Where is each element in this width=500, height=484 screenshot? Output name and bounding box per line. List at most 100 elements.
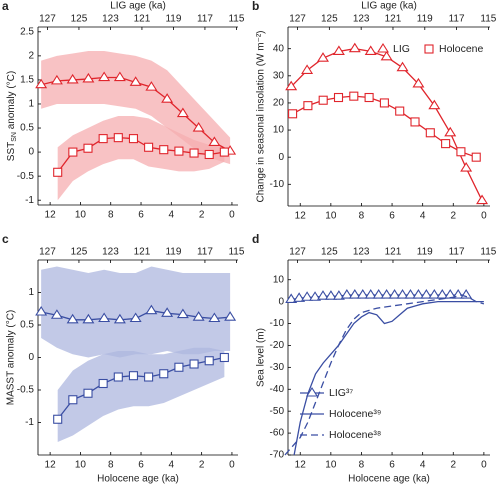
y-tick-label: 0.5 (20, 123, 34, 134)
y-tick-label: 0 (28, 147, 34, 158)
data-point (316, 52, 329, 62)
x-tick-label: 4 (420, 211, 426, 222)
x2-tick-label: 117 (449, 14, 465, 25)
data-point (332, 45, 345, 55)
data-point (82, 72, 95, 83)
y-tick-label: -1 (25, 417, 34, 428)
x2-tick-label: 117 (197, 14, 213, 25)
data-point (128, 134, 139, 144)
x2-tick-label: 119 (165, 247, 181, 258)
data-point (161, 93, 174, 103)
x2-tick-label: 123 (102, 14, 119, 25)
x2-tick-label: 115 (228, 247, 244, 258)
y-tick-label: 2 (28, 51, 34, 62)
data-point (176, 107, 189, 118)
series-line (293, 300, 484, 456)
x2-tick-label: 127 (289, 14, 306, 25)
y-tick-label: 10 (273, 125, 285, 136)
data-point (189, 148, 199, 158)
panel-label: c (2, 232, 9, 246)
y-tick-label: -10 (270, 318, 285, 329)
data-point (324, 290, 337, 300)
y-axis-label-part: anomaly (°C) (6, 71, 17, 132)
data-point (456, 147, 466, 157)
y-tick-label: 1 (28, 287, 34, 298)
data-point (204, 149, 214, 160)
data-point (396, 61, 409, 72)
x-tick-label: 0 (229, 210, 235, 221)
data-point (145, 304, 158, 315)
x-tick-label: 0 (481, 211, 487, 222)
x-tick-label: 4 (169, 460, 175, 471)
data-point (83, 388, 93, 398)
x2-tick-label: 121 (385, 247, 402, 258)
legend-label: Holocene (439, 43, 484, 55)
x-tick-label: 10 (325, 460, 337, 471)
x-tick-label: 12 (295, 460, 307, 471)
data-point (340, 289, 353, 299)
data-point (380, 289, 393, 299)
data-point (348, 42, 361, 53)
x-tick-label: 2 (450, 211, 456, 222)
data-point (395, 106, 405, 116)
data-point (332, 290, 345, 300)
y-tick-label: -60 (270, 428, 285, 439)
data-point (372, 289, 385, 299)
x-tick-label: 4 (420, 460, 426, 471)
data-point (53, 167, 63, 177)
data-point (144, 142, 154, 152)
x-tick-label: 6 (138, 210, 144, 221)
y-tick-label: 2.5 (20, 26, 34, 37)
y-tick-label: 0 (278, 152, 284, 163)
y-tick-label: 30 (273, 70, 285, 81)
x2-tick-label: 121 (134, 247, 151, 258)
data-point (219, 147, 229, 157)
y-tick-label: -40 (270, 384, 285, 395)
data-point (53, 414, 63, 424)
x-tick-label: 8 (359, 460, 365, 471)
series-line (290, 48, 483, 201)
legend-label: LIG (393, 43, 410, 55)
data-point (113, 71, 126, 82)
panel-label: a (2, 0, 9, 13)
x2-tick-label: 123 (353, 247, 370, 258)
data-point (113, 313, 126, 324)
data-point (174, 146, 184, 156)
x2-tick-label: 115 (480, 247, 496, 258)
data-point (318, 95, 328, 105)
data-point (396, 289, 409, 299)
data-point (98, 312, 111, 323)
data-point (436, 289, 449, 299)
y-axis-label-part: SST (6, 142, 17, 161)
y-axis-label: Change in seasonal insolation (W m⁻²) (256, 30, 267, 202)
data-point (50, 309, 63, 319)
x2-tick-label: 121 (385, 14, 402, 25)
data-point (208, 312, 221, 323)
y-tick-label: 1 (28, 99, 34, 110)
data-point (444, 126, 457, 137)
x2-tick-label: 125 (71, 14, 88, 25)
x-tick-label: 10 (325, 211, 337, 222)
data-point (404, 289, 417, 299)
y-tick-label: -30 (270, 362, 285, 373)
y-tick-label: -0.5 (17, 171, 35, 182)
data-point (35, 78, 48, 89)
x-tick-label: 6 (138, 460, 144, 471)
data-point (364, 289, 377, 299)
data-point (285, 80, 298, 91)
data-point (204, 356, 214, 366)
x-tick-label: 8 (359, 211, 365, 222)
series-line (284, 294, 485, 456)
panel-label: d (252, 232, 259, 246)
data-point (159, 145, 169, 155)
y-tick-label: 40 (273, 43, 285, 54)
x2-tick-label: 125 (321, 14, 338, 25)
x-tick-label: 8 (108, 460, 114, 471)
data-point (35, 305, 48, 316)
x-tick-label: 10 (75, 460, 87, 471)
x2-tick-label: 117 (197, 247, 213, 258)
x2-tick-label: 127 (39, 14, 56, 25)
data-point (174, 362, 184, 372)
x2-tick-label: 115 (480, 14, 496, 25)
data-point (128, 371, 139, 381)
